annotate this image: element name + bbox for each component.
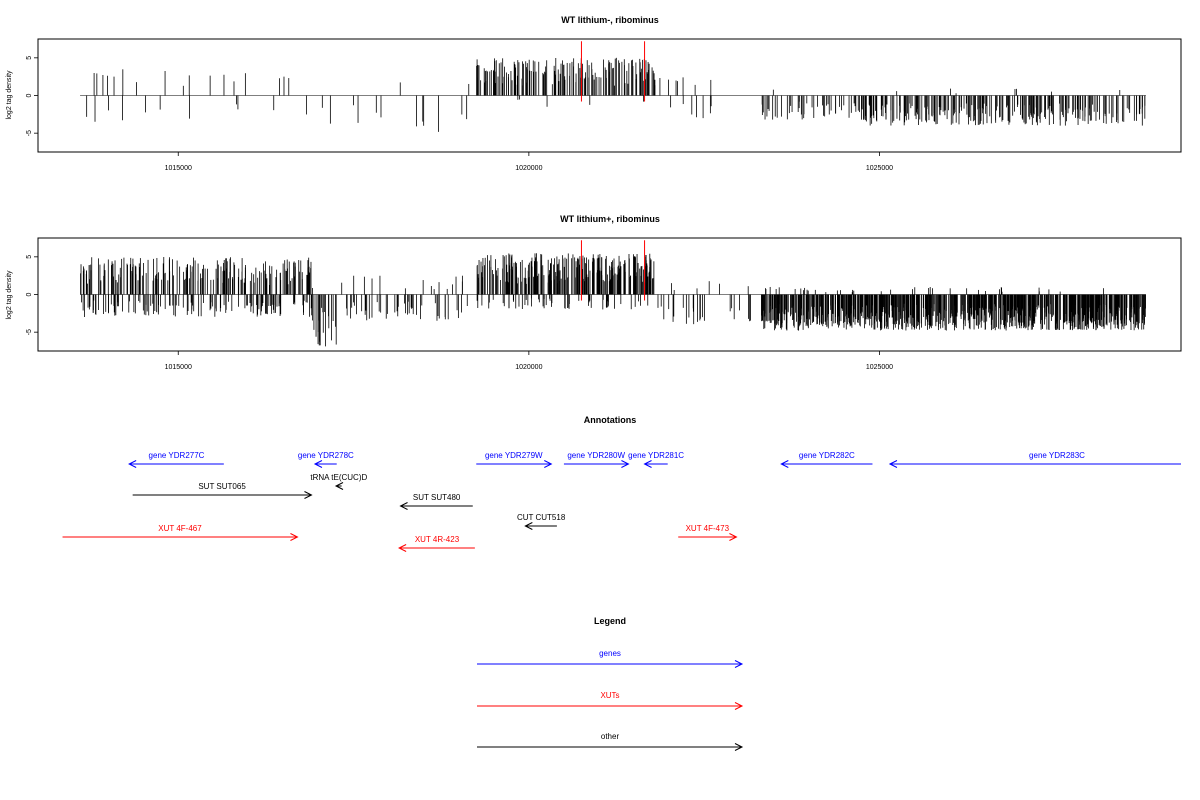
x-tick-label: 1025000	[866, 364, 893, 371]
annotation-feature: gene YDR277C	[128, 451, 224, 468]
feature-arrow	[780, 460, 873, 468]
y-tick-label: 5	[26, 56, 33, 60]
feature-arrow	[524, 522, 557, 530]
y-tick-label: 0	[26, 93, 33, 97]
annotation-feature: gene YDR280W	[563, 451, 630, 468]
annotations-title: Annotations	[584, 415, 637, 425]
track-panel-lithium-minus: WT lithium-, ribominus 1015000 1020000 102…	[6, 15, 1182, 172]
feature-arrow	[334, 482, 344, 490]
feature-label: gene YDR281C	[628, 451, 684, 460]
bar-marks	[80, 41, 1146, 132]
feature-arrow	[563, 460, 630, 468]
legend-items: genes XUTs other	[477, 649, 744, 751]
y-tick-label: 0	[26, 292, 33, 296]
feature-label: CUT CUT518	[517, 513, 566, 522]
feature-label: gene YDR283C	[1029, 451, 1085, 460]
feature-label: gene YDR279W	[485, 451, 543, 460]
annotation-feature: XUT 4R-423	[398, 535, 475, 552]
legend-panel: Legend genes XUTs other	[477, 616, 744, 751]
feature-arrow	[643, 460, 668, 468]
legend-label: other	[601, 732, 620, 741]
x-axis: 1015000 1020000 1025000	[165, 152, 893, 172]
feature-arrow	[398, 544, 475, 552]
annotation-feature: gene YDR281C	[628, 451, 684, 468]
legend-entry: XUTs	[477, 691, 744, 710]
legend-arrow	[477, 660, 744, 668]
feature-arrow	[313, 460, 337, 468]
feature-arrow	[888, 460, 1181, 468]
feature-arrow	[399, 502, 473, 510]
annotation-features: gene YDR277C gene YDR278C gene YDR279W gene…	[62, 451, 1181, 552]
y-axis: -5 0 5	[26, 255, 38, 335]
y-axis: -5 0 5	[26, 56, 38, 136]
annotation-feature: XUT 4F-467	[62, 524, 299, 541]
feature-label: tRNA tE(CUC)D	[310, 473, 367, 482]
feature-label: gene YDR278C	[298, 451, 354, 460]
annotation-feature: gene YDR279W	[476, 451, 553, 468]
x-tick-label: 1025000	[866, 165, 893, 172]
y-tick-label: 5	[26, 255, 33, 259]
y-tick-label: -5	[26, 329, 33, 335]
feature-arrow	[476, 460, 553, 468]
feature-label: SUT SUT065	[198, 482, 246, 491]
feature-label: XUT 4F-473	[686, 524, 730, 533]
x-tick-label: 1020000	[515, 364, 542, 371]
y-axis-label: log2 tag density	[6, 70, 13, 120]
panel-title: WT lithium-, ribominus	[561, 15, 659, 25]
annotation-feature: SUT SUT065	[132, 482, 313, 499]
feature-label: gene YDR282C	[799, 451, 855, 460]
feature-label: XUT 4F-467	[158, 524, 202, 533]
legend-entry: genes	[477, 649, 744, 668]
legend-arrow	[477, 702, 744, 710]
annotation-feature: gene YDR282C	[780, 451, 873, 468]
x-tick-label: 1020000	[515, 165, 542, 172]
legend-title: Legend	[594, 616, 626, 626]
panel-title: WT lithium+, ribominus	[560, 214, 660, 224]
legend-arrow	[477, 743, 744, 751]
y-axis-label: log2 tag density	[6, 270, 13, 320]
y-tick-label: -5	[26, 130, 33, 136]
annotation-feature: XUT 4F-473	[678, 524, 738, 541]
feature-label: gene YDR280W	[567, 451, 625, 460]
x-tick-label: 1015000	[165, 364, 192, 371]
x-axis: 1015000 1020000 1025000	[165, 351, 893, 371]
annotation-feature: CUT CUT518	[517, 513, 566, 530]
feature-arrow	[62, 533, 299, 541]
legend-label: XUTs	[600, 691, 619, 700]
feature-arrow	[128, 460, 224, 468]
legend-label: genes	[599, 649, 621, 658]
annotation-feature: SUT SUT480	[399, 493, 473, 510]
bar-marks	[80, 240, 1146, 347]
feature-arrow	[132, 491, 313, 499]
annotation-feature: gene YDR278C	[298, 451, 354, 468]
feature-label: XUT 4R-423	[415, 535, 460, 544]
x-tick-label: 1015000	[165, 165, 192, 172]
feature-label: gene YDR277C	[149, 451, 205, 460]
legend-entry: other	[477, 732, 744, 751]
track-panel-lithium-plus: WT lithium+, ribominus 1015000 1020000 102…	[6, 214, 1182, 371]
annotations-panel: Annotations gene YDR277C gene YDR278C gene…	[62, 415, 1181, 552]
feature-arrow	[678, 533, 738, 541]
annotation-feature: gene YDR283C	[888, 451, 1181, 468]
annotation-feature: tRNA tE(CUC)D	[310, 473, 367, 490]
feature-label: SUT SUT480	[413, 493, 461, 502]
